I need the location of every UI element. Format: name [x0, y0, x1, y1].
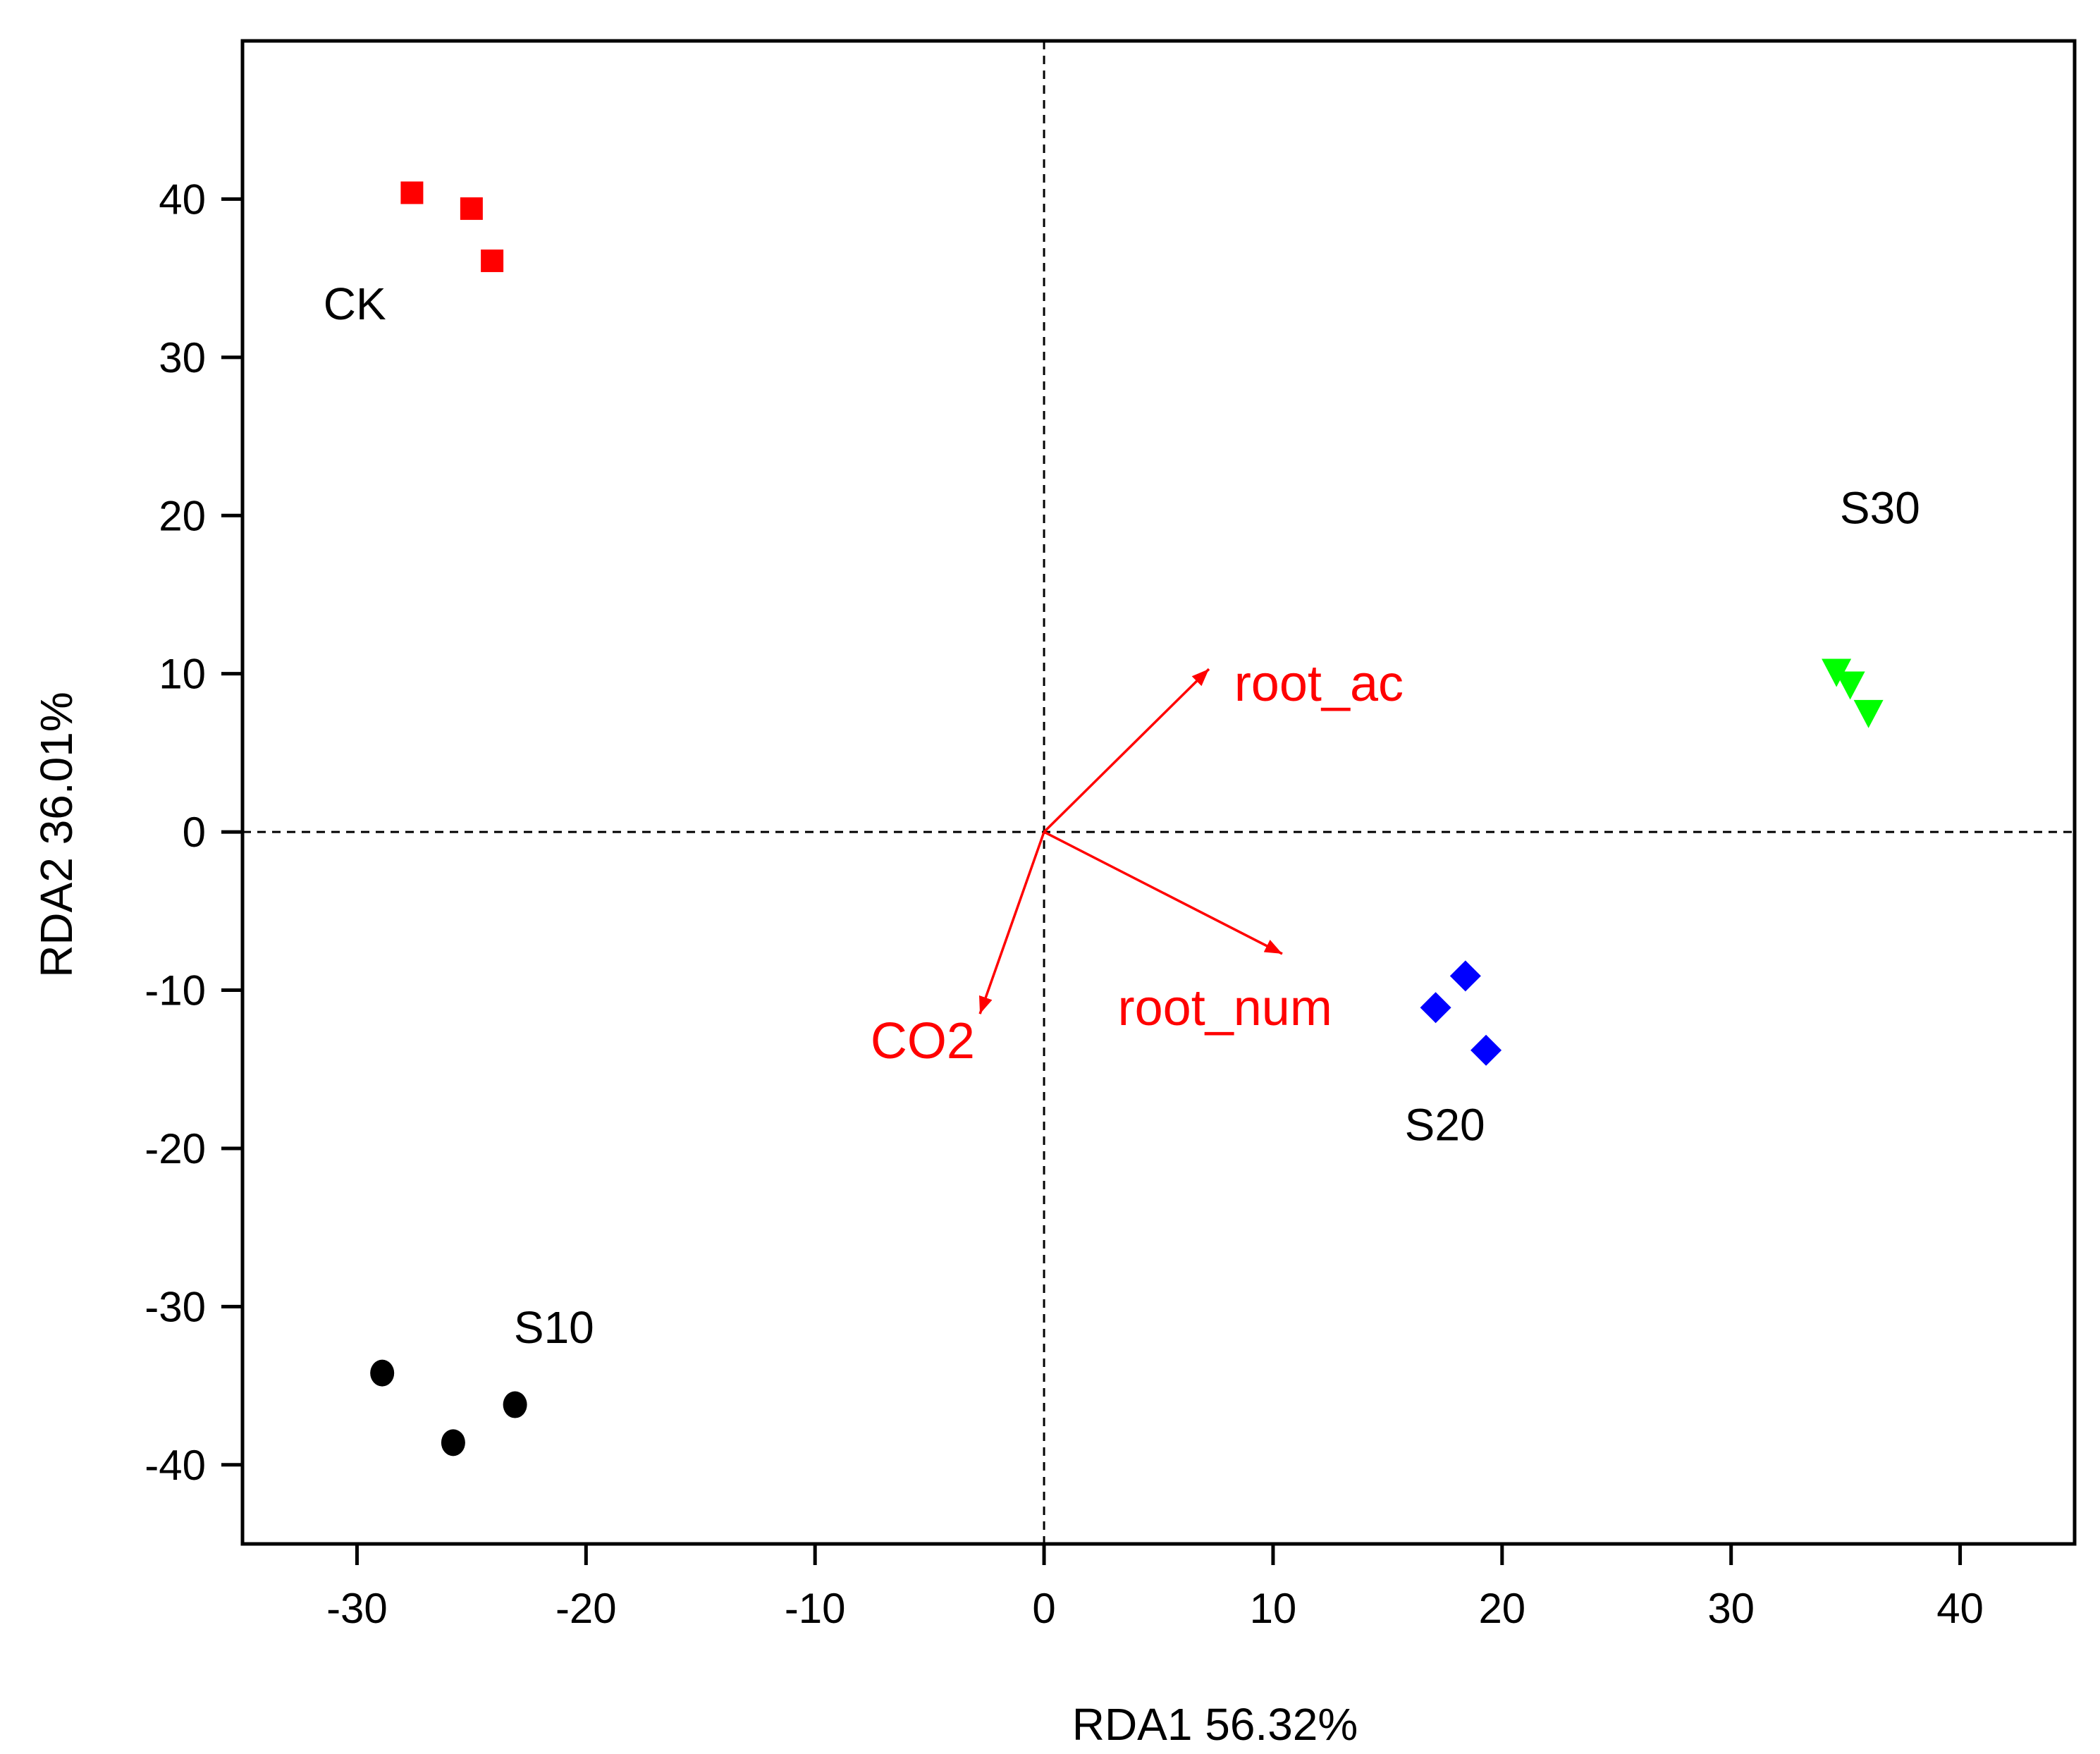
group-label-s10: S10 [514, 1302, 594, 1353]
point-s10 [441, 1429, 465, 1456]
point-s20 [1420, 992, 1451, 1024]
point-s20 [1449, 960, 1481, 992]
x-tick-label: -10 [785, 1585, 846, 1632]
vector-label-root_num: root_num [1118, 980, 1332, 1036]
y-tick-label: 10 [159, 651, 206, 698]
y-tick-label: 0 [183, 809, 206, 856]
vector-label-root_ac: root_ac [1234, 656, 1404, 712]
vector-root_ac [1043, 668, 1210, 833]
x-tick-label: 30 [1707, 1585, 1755, 1632]
vector-root_num [1043, 830, 1283, 955]
point-s10 [503, 1391, 527, 1418]
environmental-vectors: root_ac root_num CO2 [871, 656, 1404, 1069]
x-tick-label: 20 [1478, 1585, 1525, 1632]
plot-frame [240, 39, 2077, 1546]
x-tick-label: 10 [1250, 1585, 1297, 1632]
group-labels: CK S10 S20 S30 [324, 278, 1920, 1353]
point-ck [400, 181, 424, 204]
vector-label-CO2: CO2 [871, 1013, 975, 1069]
group-label-ck: CK [324, 278, 386, 329]
x-tick-label: -30 [326, 1585, 388, 1632]
y-axis: -40 -30 -20 -10 0 10 20 30 40 [145, 176, 242, 1489]
point-s30 [1853, 699, 1884, 728]
x-tick-label: 40 [1936, 1585, 1984, 1632]
sample-points [370, 181, 1884, 1456]
y-tick-label: 40 [159, 176, 206, 223]
y-axis-title: RDA2 36.01% [31, 692, 82, 978]
group-label-s20: S20 [1405, 1100, 1485, 1151]
vector-CO2 [978, 831, 1045, 1014]
x-axis: -30 -20 -10 0 10 20 30 40 [326, 1544, 1984, 1632]
y-tick-label: -20 [145, 1125, 206, 1172]
point-ck [460, 197, 483, 220]
y-tick-label: -30 [145, 1283, 206, 1330]
y-tick-label: 20 [159, 492, 206, 539]
y-tick-label: 30 [159, 334, 206, 381]
y-tick-label: -10 [145, 967, 206, 1014]
point-s10 [370, 1359, 395, 1387]
reference-lines [242, 41, 2075, 1544]
y-tick-label: -40 [145, 1442, 206, 1489]
point-s30 [1835, 671, 1865, 700]
x-axis-title: RDA1 56.32% [1072, 1699, 1358, 1750]
x-tick-label: 0 [1032, 1585, 1055, 1632]
point-s20 [1470, 1034, 1502, 1066]
x-tick-label: -20 [555, 1585, 617, 1632]
group-label-s30: S30 [1840, 482, 1920, 533]
point-ck [481, 249, 504, 272]
